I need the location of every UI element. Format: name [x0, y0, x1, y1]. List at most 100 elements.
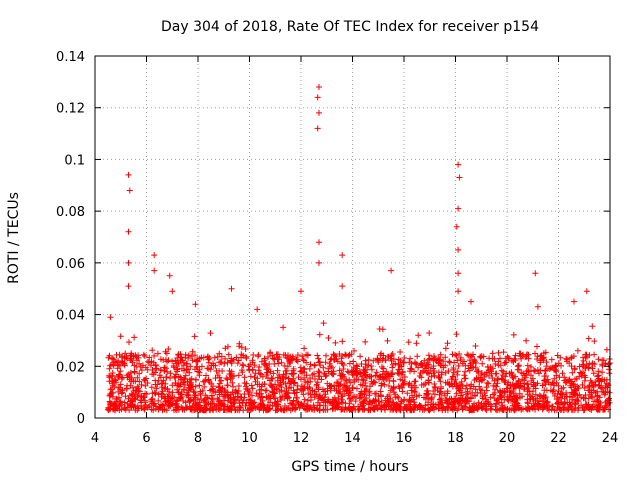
- data-point: [492, 361, 499, 367]
- data-point: [390, 361, 396, 368]
- data-point: [263, 366, 270, 373]
- data-point: [595, 383, 602, 389]
- data-point: [444, 340, 451, 347]
- data-point: [438, 369, 445, 376]
- data-point: [358, 390, 364, 397]
- data-point: [165, 402, 172, 408]
- data-point: [564, 356, 571, 363]
- data-point: [542, 349, 549, 356]
- data-point: [273, 403, 280, 410]
- data-point: [540, 357, 547, 364]
- data-point: [554, 390, 561, 397]
- data-point: [526, 368, 532, 375]
- data-point: [323, 352, 329, 359]
- data-point: [273, 386, 280, 393]
- data-point: [353, 376, 360, 383]
- data-point: [150, 400, 156, 407]
- data-point: [566, 360, 573, 367]
- data-point: [278, 359, 285, 366]
- data-point: [525, 404, 532, 411]
- peak-point: [316, 259, 322, 266]
- data-point: [559, 370, 566, 377]
- data-point: [169, 358, 176, 365]
- data-point: [395, 383, 402, 390]
- data-point: [509, 402, 516, 409]
- data-point: [200, 378, 207, 385]
- data-point: [249, 385, 256, 392]
- peak-point: [316, 84, 322, 90]
- data-point: [112, 407, 119, 414]
- data-point: [305, 378, 312, 385]
- data-point: [547, 387, 554, 394]
- data-point: [318, 376, 325, 383]
- data-point: [172, 374, 179, 381]
- data-point: [381, 381, 388, 388]
- data-point: [339, 360, 346, 367]
- data-point: [133, 363, 140, 370]
- data-point: [152, 405, 159, 412]
- data-point: [540, 404, 547, 411]
- data-point: [464, 351, 471, 358]
- data-point: [280, 371, 287, 378]
- data-point: [554, 400, 561, 407]
- data-point: [301, 345, 308, 352]
- data-point: [251, 362, 258, 369]
- data-point: [273, 351, 280, 358]
- data-point: [295, 401, 302, 407]
- data-point: [246, 389, 253, 396]
- data-point: [218, 359, 225, 366]
- data-point: [289, 405, 296, 412]
- data-point: [194, 396, 201, 403]
- data-point: [523, 371, 530, 378]
- data-point: [454, 357, 461, 364]
- data-point: [594, 398, 601, 405]
- data-point: [456, 351, 463, 357]
- data-point: [384, 395, 391, 402]
- data-point: [384, 337, 391, 344]
- data-point: [455, 362, 462, 369]
- data-point: [438, 383, 444, 390]
- data-point: [313, 382, 320, 389]
- grid: [95, 56, 610, 418]
- data-point: [429, 405, 436, 412]
- peak-point: [314, 94, 321, 101]
- data-point: [415, 332, 422, 339]
- data-point: [225, 351, 232, 358]
- data-point: [453, 390, 460, 397]
- data-point: [602, 399, 609, 406]
- data-point: [228, 399, 234, 406]
- data-point: [149, 390, 156, 397]
- data-point: [144, 358, 151, 365]
- data-point: [524, 381, 531, 388]
- data-point: [317, 362, 324, 369]
- data-point: [430, 365, 437, 372]
- data-point: [570, 406, 576, 413]
- data-point: [246, 366, 253, 373]
- data-point: [360, 400, 367, 407]
- data-point: [202, 404, 208, 411]
- data-point: [502, 389, 508, 396]
- data-point: [116, 374, 123, 381]
- data-point: [575, 385, 582, 392]
- data-point: [452, 395, 459, 402]
- y-tick-label: 0.08: [56, 205, 85, 220]
- data-point: [500, 349, 507, 356]
- data-point: [141, 394, 148, 401]
- peak-point: [534, 303, 541, 310]
- data-point: [174, 366, 180, 373]
- data-point: [269, 375, 276, 382]
- data-point: [437, 388, 444, 395]
- data-point: [591, 338, 598, 345]
- data-point: [171, 394, 178, 401]
- data-point: [222, 355, 229, 362]
- data-point: [205, 353, 211, 360]
- data-point: [306, 384, 313, 391]
- data-point: [121, 361, 128, 367]
- data-point: [181, 375, 188, 382]
- data-point: [320, 320, 327, 327]
- data-point: [357, 353, 364, 360]
- data-point: [440, 358, 447, 365]
- data-point: [599, 362, 606, 369]
- data-point: [186, 398, 193, 405]
- data-point: [539, 401, 546, 408]
